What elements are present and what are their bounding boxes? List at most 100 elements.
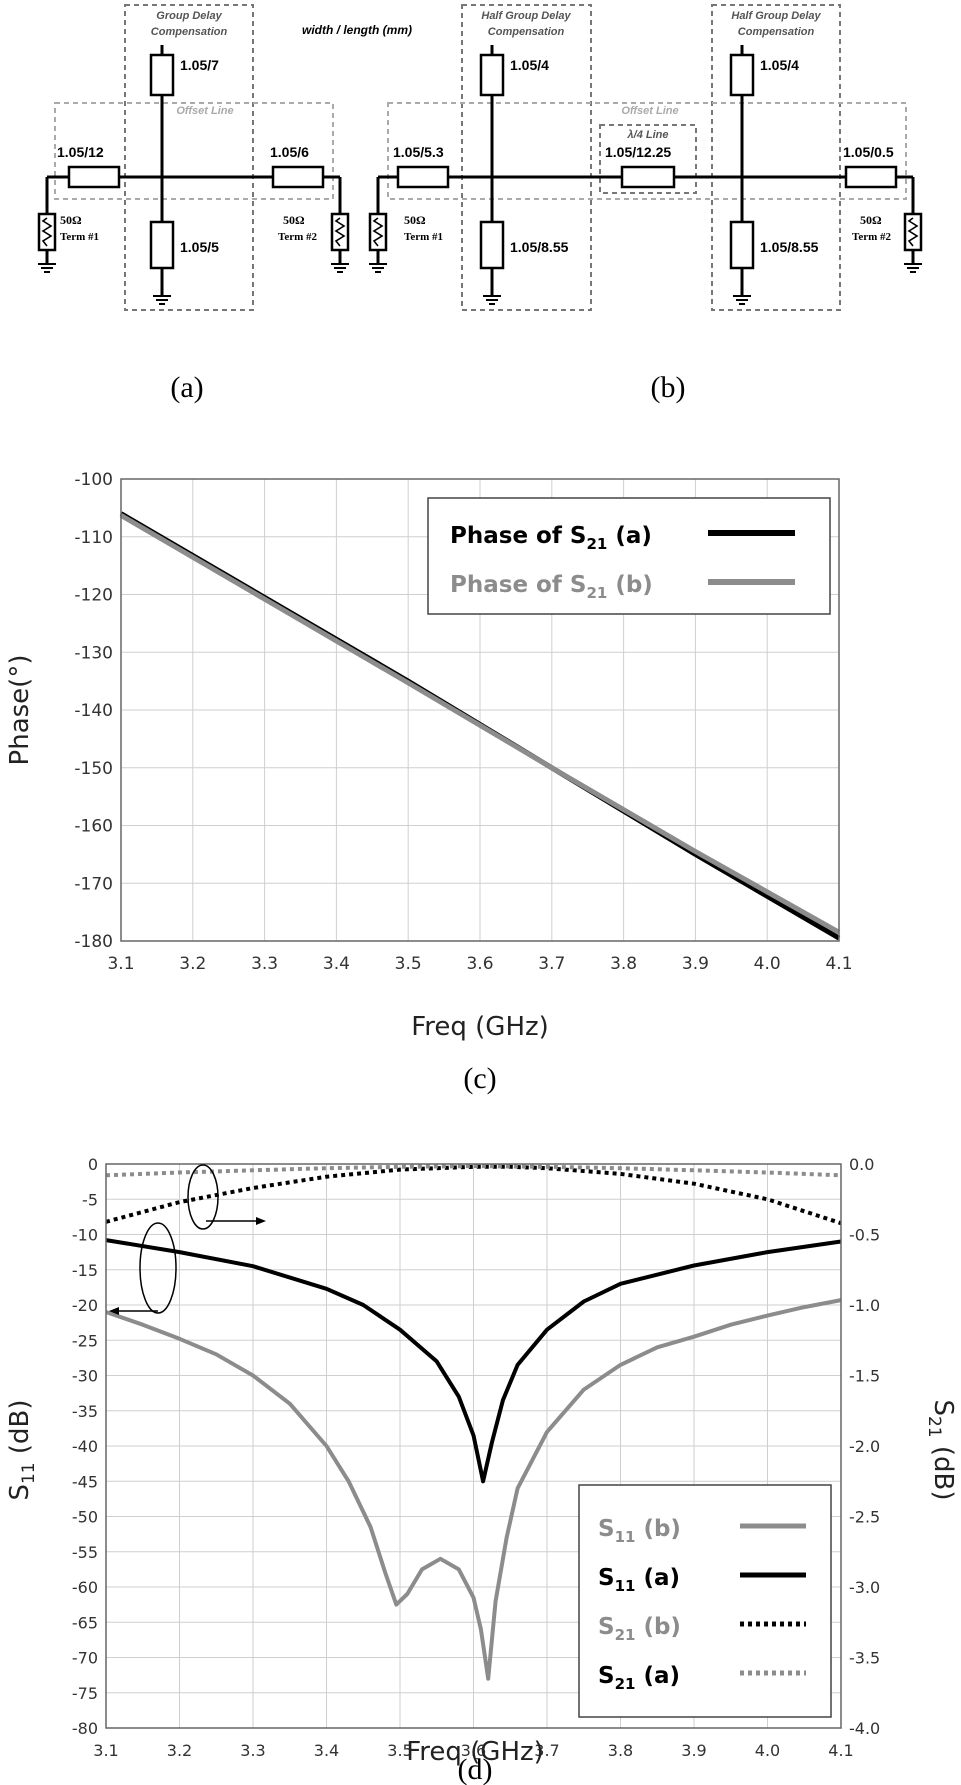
ground-icon bbox=[903, 263, 923, 273]
line-mid-b bbox=[620, 165, 676, 189]
caption-b: (b) bbox=[651, 371, 686, 404]
term1-ohm: 50Ω bbox=[60, 213, 82, 227]
line-right-b bbox=[844, 165, 898, 189]
offset-line-box-b bbox=[387, 102, 907, 200]
stub2-bottom-label: 1.05/8.55 bbox=[760, 239, 819, 255]
offset-line-label: Offset Line bbox=[176, 105, 233, 117]
y-tick-label: -30 bbox=[72, 1367, 98, 1386]
y-tick-label: -35 bbox=[72, 1402, 98, 1421]
y-tick-label: -10 bbox=[72, 1226, 98, 1245]
stub1-top-label: 1.05/4 bbox=[510, 57, 549, 73]
x-tick-label: 3.5 bbox=[387, 1741, 412, 1760]
y-right-tick-label: -1.5 bbox=[849, 1367, 880, 1386]
ground-icon bbox=[152, 295, 172, 305]
y-tick-label: -170 bbox=[74, 874, 113, 894]
y-tick-label: -150 bbox=[74, 759, 113, 779]
y-tick-label: -20 bbox=[72, 1296, 98, 1315]
chart-d-ylabel-left: S11 (dB) bbox=[5, 1399, 39, 1500]
y-tick-label: -65 bbox=[72, 1613, 98, 1632]
resistor-term2-b bbox=[903, 212, 923, 252]
stub-bottom bbox=[149, 220, 175, 270]
y-tick-label: -110 bbox=[74, 528, 113, 548]
group-delay-box bbox=[124, 4, 254, 311]
x-tick-label: 3.2 bbox=[167, 1741, 192, 1760]
y-right-tick-label: -0.5 bbox=[849, 1226, 880, 1245]
term2-b-ohm: 50Ω bbox=[860, 213, 882, 227]
x-tick-label: 4.0 bbox=[754, 954, 781, 974]
term1-label: Term #1 bbox=[60, 231, 99, 243]
y-tick-label: -80 bbox=[72, 1719, 98, 1738]
stub2-bottom bbox=[729, 220, 755, 270]
line-left-label: 1.05/12 bbox=[57, 144, 104, 160]
chart-d-ylabel-right: S21 (dB) bbox=[924, 1399, 958, 1500]
y-right-tick-label: -2.0 bbox=[849, 1437, 880, 1456]
quarter-wave-box bbox=[599, 124, 697, 194]
x-tick-label: 3.8 bbox=[608, 1741, 633, 1760]
y-right-tick-label: -3.0 bbox=[849, 1578, 880, 1597]
y-right-tick-label: -2.5 bbox=[849, 1508, 880, 1527]
ground-icon bbox=[732, 295, 752, 305]
y-tick-label: -120 bbox=[74, 586, 113, 606]
half-delay-label-2b: Compensation bbox=[738, 26, 815, 38]
offset-line-box bbox=[54, 102, 334, 200]
term1-b-ohm: 50Ω bbox=[404, 213, 426, 227]
x-tick-label: 3.9 bbox=[682, 954, 709, 974]
half-delay-box-2 bbox=[711, 4, 841, 311]
stub2-top bbox=[729, 53, 755, 97]
y-tick-label: -25 bbox=[72, 1331, 98, 1350]
caption-a: (a) bbox=[170, 371, 203, 404]
group-delay-label-1: Group Delay bbox=[156, 10, 222, 22]
schematic-a: Group Delay Compensation width / length … bbox=[37, 4, 412, 404]
y-tick-label: -70 bbox=[72, 1649, 98, 1668]
y-right-tick-label: -4.0 bbox=[849, 1719, 880, 1738]
chart-c-phase: 3.1 3.2 3.3 3.4 3.5 3.6 3.7 3.8 3.9 4.0 4.1 -100 -11… bbox=[5, 470, 853, 1095]
y-tick-label: 0 bbox=[88, 1155, 98, 1174]
chart-d-legend: S11 (b) S11 (a) S21 (b) S21 (a) bbox=[578, 1484, 832, 1718]
legend-s11-a: S11 (a) bbox=[598, 1565, 680, 1595]
ground-icon bbox=[482, 295, 502, 305]
line-left-b bbox=[396, 165, 450, 189]
legend-phase-b: Phase of S21 (b) bbox=[450, 572, 653, 602]
x-tick-label: 4.1 bbox=[825, 954, 852, 974]
resistor-term2 bbox=[330, 212, 350, 252]
half-delay-label-1a: Half Group Delay bbox=[481, 10, 571, 22]
resistor-term1 bbox=[37, 212, 57, 252]
x-tick-label: 3.4 bbox=[323, 954, 350, 974]
line-left-b-label: 1.05/5.3 bbox=[393, 144, 444, 160]
annotation-ellipse-s21 bbox=[187, 1164, 219, 1230]
ground-icon bbox=[368, 263, 388, 273]
y-tick-label: -160 bbox=[74, 817, 113, 837]
ground-icon bbox=[37, 263, 57, 273]
y-tick-label: -100 bbox=[74, 470, 113, 490]
x-tick-label: 3.2 bbox=[179, 954, 206, 974]
line-right bbox=[271, 165, 325, 189]
stub-top-label: 1.05/7 bbox=[180, 57, 219, 73]
line-left bbox=[67, 165, 121, 189]
y-tick-label: -5 bbox=[82, 1190, 98, 1209]
stub1-top bbox=[479, 53, 505, 97]
stub1-bottom bbox=[479, 220, 505, 270]
half-delay-label-1b: Compensation bbox=[488, 26, 565, 38]
term1-b-label: Term #1 bbox=[404, 231, 443, 243]
resistor-term1-b bbox=[368, 212, 388, 252]
legend-phase-a: Phase of S21 (a) bbox=[450, 523, 652, 553]
group-delay-label-2: Compensation bbox=[151, 26, 228, 38]
x-tick-label: 3.3 bbox=[240, 1741, 265, 1760]
x-tick-label: 3.6 bbox=[461, 1741, 486, 1760]
y-tick-label: -50 bbox=[72, 1508, 98, 1527]
caption-c: (c) bbox=[463, 1062, 496, 1095]
y-tick-label: -60 bbox=[72, 1578, 98, 1597]
stub-top bbox=[149, 53, 175, 97]
y-tick-label: -75 bbox=[72, 1684, 98, 1703]
series-line-s21-a bbox=[105, 1164, 842, 1178]
legend-s11-b: S11 (b) bbox=[598, 1516, 681, 1546]
chart-d-sparams: 3.1 3.2 3.3 3.4 3.5 3.6 3.7 3.8 3.9 4.0 4.1 0 -5 -10 -… bbox=[5, 1155, 958, 1785]
series-line-phase-of-s21-b bbox=[119, 513, 841, 935]
line-right-label: 1.05/6 bbox=[270, 144, 309, 160]
x-tick-label: 3.7 bbox=[534, 1741, 559, 1760]
stub-bottom-label: 1.05/5 bbox=[180, 239, 219, 255]
y-tick-label: -40 bbox=[72, 1437, 98, 1456]
x-tick-label: 3.1 bbox=[107, 954, 134, 974]
units-note: width / length (mm) bbox=[302, 23, 412, 37]
